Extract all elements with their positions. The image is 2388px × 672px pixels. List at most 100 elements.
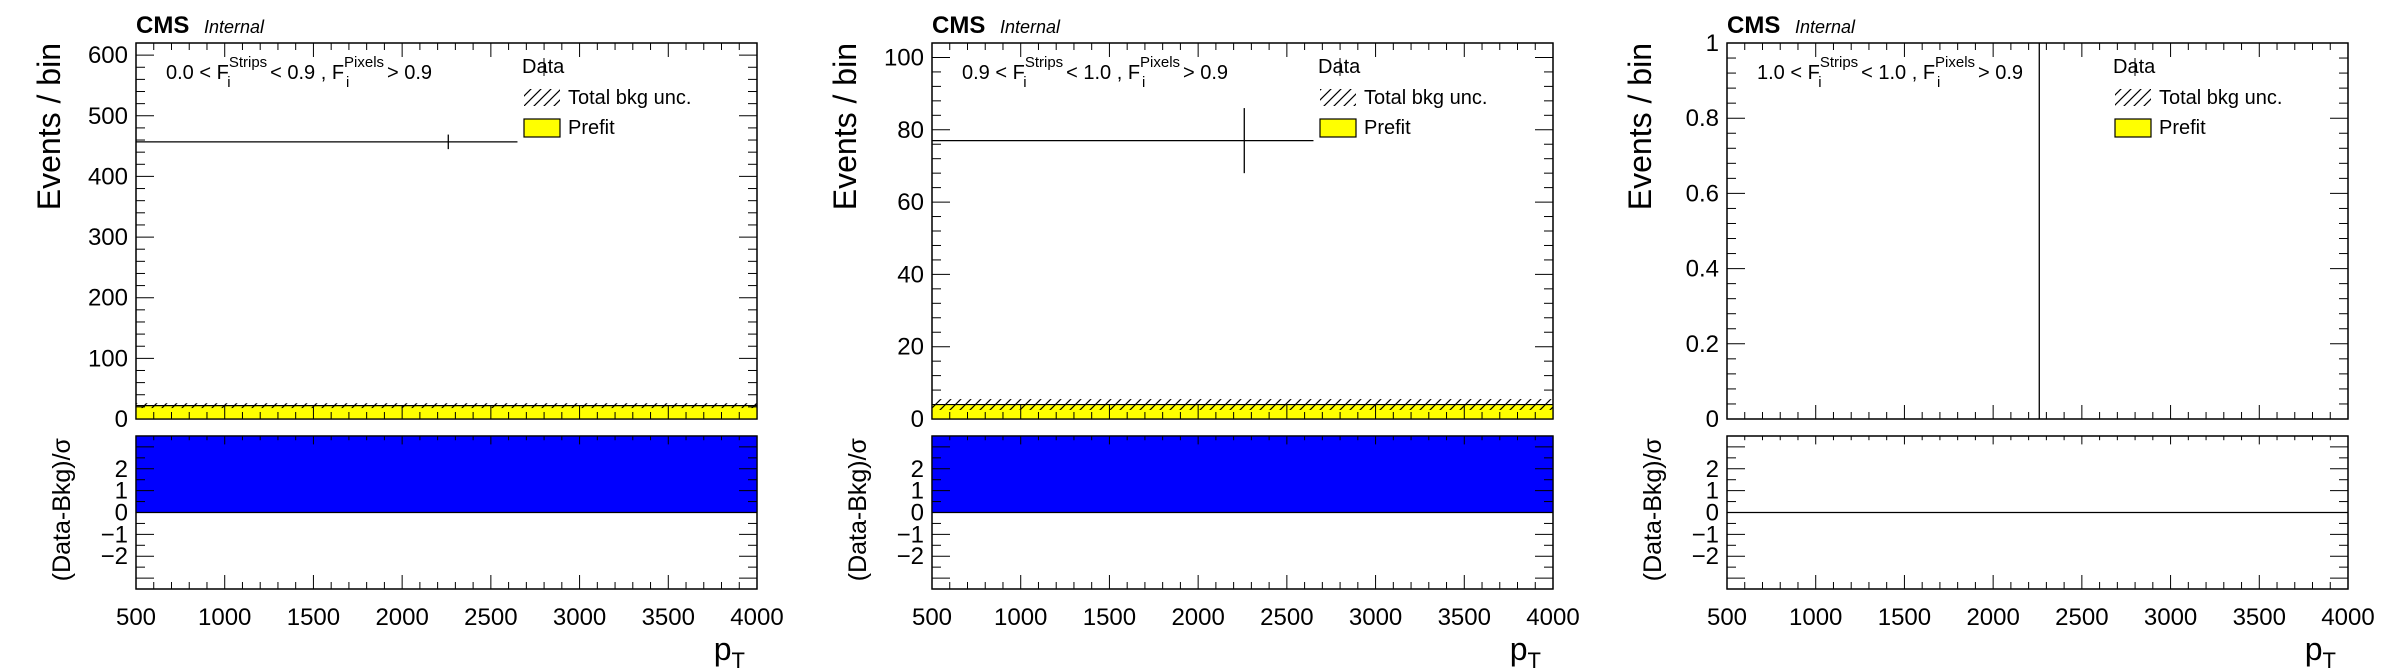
legend-label-bkg-unc: Total bkg unc.	[1364, 87, 1487, 109]
experiment-label: CMS	[1727, 12, 1780, 39]
x-tick-label: 2000	[375, 604, 428, 631]
category-cut-label: 0.9 < FStrips i < 1.0 , FPixels i > 0.9	[962, 54, 1228, 91]
experiment-label: CMS	[932, 12, 985, 39]
ratio-y-tick-label: −2	[897, 543, 924, 570]
x-tick-label: 3000	[2144, 604, 2197, 631]
legend-label-prefit: Prefit	[2159, 117, 2206, 139]
main-plot-frame	[135, 42, 758, 420]
y-tick-label: 0.4	[1686, 256, 1719, 283]
y-tick-label: 0.8	[1686, 105, 1719, 132]
cut-subscript: i	[1142, 74, 1145, 91]
legend-label-bkg-unc: Total bkg unc.	[568, 87, 691, 109]
cut-operator: <	[1790, 62, 1802, 84]
cut-superscript: Strips	[229, 54, 267, 71]
main-plot-border	[1726, 42, 2349, 420]
y-tick-label: 100	[88, 345, 128, 372]
cut-superscript: Pixels	[1140, 54, 1180, 71]
total-bkg-unc-band	[136, 403, 757, 409]
cut-operator: < 1.0 ,	[1066, 62, 1122, 84]
cut-variable: F	[1013, 62, 1025, 84]
cut-operator: > 0.9	[1978, 62, 2023, 84]
ratio-y-tick-label: 0	[1706, 500, 1719, 527]
cut-operator: < 0.9 ,	[270, 62, 326, 84]
legend-marker-prefit	[1319, 118, 1357, 138]
y-axis-title: Events / bin	[31, 43, 67, 210]
ratio-y-tick-label: 0	[115, 500, 128, 527]
ratio-y-tick-label: 2	[1706, 456, 1719, 483]
cut-low-value: 0.0	[166, 62, 194, 84]
ratio-y-tick-label: −1	[1692, 521, 1719, 548]
y-tick-label: 0	[115, 406, 128, 433]
ratio-y-axis-title: (Data-Bkg)/σ	[1639, 437, 1667, 581]
y-tick-label: 0.6	[1686, 180, 1719, 207]
y-tick-label: 200	[88, 285, 128, 312]
x-tick-label: 4000	[730, 604, 783, 631]
x-tick-label: 1500	[1878, 604, 1931, 631]
cut-subscript: i	[346, 74, 349, 91]
cut-low-value: 1.0	[1757, 62, 1785, 84]
y-tick-label: 0.2	[1686, 331, 1719, 358]
ratio-pull-bars	[932, 436, 1553, 513]
ratio-y-tick-label: 0	[911, 500, 924, 527]
y-tick-label: 600	[88, 42, 128, 69]
legend-label-prefit: Prefit	[568, 117, 615, 139]
cut-operator: > 0.9	[387, 62, 432, 84]
y-tick-label: 60	[897, 189, 924, 216]
x-tick-label: 500	[912, 604, 952, 631]
category-cut-label: 0.0 < FStrips i < 0.9 , FPixels i > 0.9	[166, 54, 432, 91]
ratio-y-tick-label: −2	[101, 543, 128, 570]
cut-subscript: i	[227, 74, 230, 91]
experiment-label: CMS	[136, 12, 189, 39]
y-tick-label: 500	[88, 103, 128, 130]
y-tick-label: 400	[88, 163, 128, 190]
x-axis-title-main: p	[2305, 631, 2323, 667]
x-axis-title-sub: T	[732, 648, 745, 672]
legend-marker-bkg-unc	[524, 89, 560, 106]
panel-right: 500 1000 1500 2000 2500 3000 3500 4000 0 0.2 0.4 0.…	[1622, 12, 2375, 672]
x-axis-title: pT	[714, 631, 745, 672]
cut-variable: F	[1128, 62, 1140, 84]
ratio-y-tick-label: 2	[911, 456, 924, 483]
cut-operator: <	[199, 62, 211, 84]
x-tick-label: 2500	[2055, 604, 2108, 631]
x-tick-label: 1500	[287, 604, 340, 631]
cut-superscript: Pixels	[344, 54, 384, 71]
cut-operator: < 1.0 ,	[1861, 62, 1917, 84]
x-tick-label: 3500	[2233, 604, 2286, 631]
cut-variable: F	[217, 62, 229, 84]
ratio-y-tick-label: −1	[101, 521, 128, 548]
ratio-y-tick-label: −1	[897, 521, 924, 548]
cut-subscript: i	[1818, 74, 1821, 91]
x-tick-label: 500	[1707, 604, 1747, 631]
status-label: Internal	[204, 17, 265, 37]
legend-marker-prefit	[2114, 118, 2152, 138]
category-cut-label: 1.0 < FStrips i < 1.0 , FPixels i > 0.9	[1757, 54, 2023, 91]
ratio-y-tick-label: 1	[1706, 478, 1719, 505]
cut-variable: F	[1923, 62, 1935, 84]
x-tick-label: 1500	[1083, 604, 1136, 631]
y-tick-label: 300	[88, 224, 128, 251]
y-axis-title: Events / bin	[827, 43, 863, 210]
cut-variable: F	[332, 62, 344, 84]
x-tick-label: 2000	[1171, 604, 1224, 631]
main-plot-frame	[1726, 42, 2349, 420]
total-bkg-unc-band	[932, 399, 1553, 410]
x-tick-label: 1000	[994, 604, 1047, 631]
panel-middle: 500 1000 1500 2000 2500 3000 3500 4000020406080…	[827, 12, 1580, 672]
x-tick-label: 1000	[1789, 604, 1842, 631]
y-tick-label: 0	[1706, 406, 1719, 433]
cut-subscript: i	[1937, 74, 1940, 91]
cut-superscript: Strips	[1820, 54, 1858, 71]
ratio-y-axis-title: (Data-Bkg)/σ	[844, 437, 872, 581]
y-tick-label: 40	[897, 261, 924, 288]
x-axis-title-main: p	[1510, 631, 1528, 667]
main-plot-border	[135, 42, 758, 420]
cut-subscript: i	[1023, 74, 1026, 91]
prefit-histogram	[136, 405, 757, 419]
y-tick-label: 1	[1706, 30, 1719, 57]
x-tick-label: 2000	[1966, 604, 2019, 631]
x-tick-label: 4000	[2321, 604, 2374, 631]
x-axis-title-main: p	[714, 631, 732, 667]
legend-marker-bkg-unc	[2115, 89, 2151, 106]
